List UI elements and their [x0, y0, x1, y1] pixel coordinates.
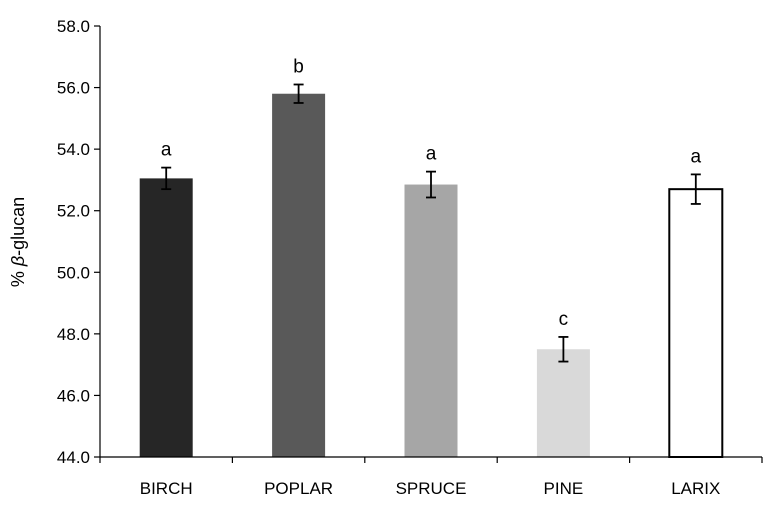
y-axis-title: % β-glucan [8, 197, 28, 287]
significance-letters: a b a c a [161, 56, 702, 329]
significance-letter-pine: c [559, 309, 569, 330]
y-axis-ticks: 44.0 46.0 48.0 50.0 52.0 54.0 56.0 58.0 [57, 17, 763, 467]
error-bar-birch [161, 166, 172, 191]
y-tick-label: 54.0 [57, 140, 90, 159]
significance-letter-spruce: a [426, 144, 437, 165]
significance-letter-larix: a [691, 146, 702, 167]
y-tick-label: 44.0 [57, 448, 90, 467]
error-bar-spruce [426, 170, 436, 199]
bar-larix [668, 188, 724, 459]
category-label-pine: PINE [544, 479, 584, 498]
bars [139, 93, 724, 459]
error-bar-pine [558, 336, 569, 363]
error-bars [161, 83, 701, 363]
category-label-birch: BIRCH [140, 479, 193, 498]
error-bar-poplar [293, 83, 304, 104]
y-tick-label: 52.0 [57, 202, 90, 221]
y-tick-label: 48.0 [57, 325, 90, 344]
bar-spruce [404, 184, 458, 457]
y-tick-label: 58.0 [57, 17, 90, 36]
category-label-larix: LARIX [671, 479, 720, 498]
y-tick-label: 46.0 [57, 386, 90, 405]
bar-birch [139, 178, 193, 457]
bar-pine [536, 349, 590, 457]
error-bar-larix [690, 173, 701, 205]
y-tick-label: 56.0 [57, 79, 90, 98]
category-label-poplar: POPLAR [264, 479, 333, 498]
significance-letter-birch: a [161, 140, 172, 161]
y-tick-label: 50.0 [57, 263, 90, 282]
y-axis-title-symbol: β [8, 256, 28, 267]
bar-poplar [272, 93, 326, 457]
y-axis-title-suffix: -glucan [8, 197, 28, 256]
significance-letter-poplar: b [293, 56, 304, 77]
y-axis-title-prefix: % [8, 266, 28, 287]
category-label-spruce: SPRUCE [396, 479, 467, 498]
x-axis-categories: BIRCH POPLAR SPRUCE PINE LARIX [140, 479, 721, 498]
